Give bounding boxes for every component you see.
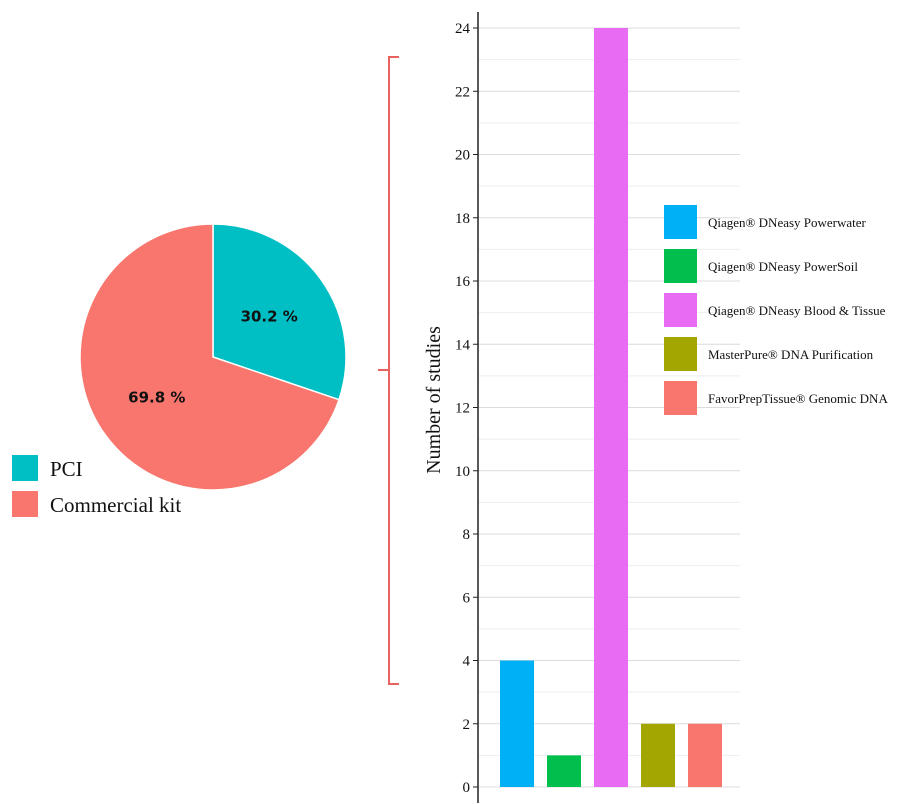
- bar-legend-label-favorprep: FavorPrepTissue® Genomic DNA: [708, 391, 888, 406]
- bar-legend-label-masterpure: MasterPure® DNA Purification: [708, 347, 874, 362]
- y-tick-label: 0: [463, 780, 471, 796]
- bar-legend-swatch-favorprep: [664, 381, 697, 415]
- y-tick-label: 10: [455, 464, 470, 480]
- bar-legend-label-powerwater: Qiagen® DNeasy Powerwater: [708, 215, 867, 230]
- bar-legend: Qiagen® DNeasy Powerwater Qiagen® DNeasy…: [664, 205, 888, 415]
- y-tick-label: 6: [463, 590, 471, 606]
- pie-slice-pci: [212, 223, 347, 401]
- bar: [500, 660, 534, 787]
- y-tick-label: 24: [455, 21, 471, 37]
- bar: [547, 755, 581, 787]
- pie-legend: PCI Commercial kit: [12, 455, 181, 517]
- y-tick-label: 4: [463, 654, 471, 670]
- bar: [688, 723, 722, 787]
- pie-value-label-pci: 30.2 %: [241, 308, 298, 326]
- bar: [594, 28, 628, 787]
- y-tick-label: 14: [455, 337, 471, 353]
- bars: [500, 28, 722, 787]
- pie-legend-label-commercial-kit: Commercial kit: [50, 493, 181, 517]
- pie-legend-swatch-pci: [12, 455, 38, 481]
- y-tick-label: 2: [463, 717, 471, 733]
- y-tick-label: 12: [455, 401, 470, 417]
- bar-legend-swatch-powerwater: [664, 205, 697, 239]
- y-axis-title: Number of studies: [423, 326, 445, 474]
- y-tick-label: 16: [455, 274, 471, 290]
- bar: [641, 723, 675, 787]
- pie-chart: 30.2 % 69.8 %: [79, 223, 347, 491]
- pie-slice-commercial-kit: [79, 223, 340, 491]
- y-tick-label: 8: [463, 527, 471, 543]
- bar-legend-label-blood-tissue: Qiagen® DNeasy Blood & Tissue: [708, 303, 886, 318]
- bar-legend-swatch-powersoil: [664, 249, 697, 283]
- bar-legend-swatch-blood-tissue: [664, 293, 697, 327]
- bar-legend-swatch-masterpure: [664, 337, 697, 371]
- y-tick-label: 18: [455, 211, 470, 227]
- connector-bracket: [378, 56, 399, 685]
- pie-legend-label-pci: PCI: [50, 457, 83, 481]
- pie-value-label-commercial-kit: 69.8 %: [128, 388, 185, 406]
- bar-legend-label-powersoil: Qiagen® DNeasy PowerSoil: [708, 259, 858, 274]
- pie-legend-swatch-commercial-kit: [12, 491, 38, 517]
- y-tick-label: 22: [455, 84, 470, 100]
- y-tick-label: 20: [455, 148, 470, 164]
